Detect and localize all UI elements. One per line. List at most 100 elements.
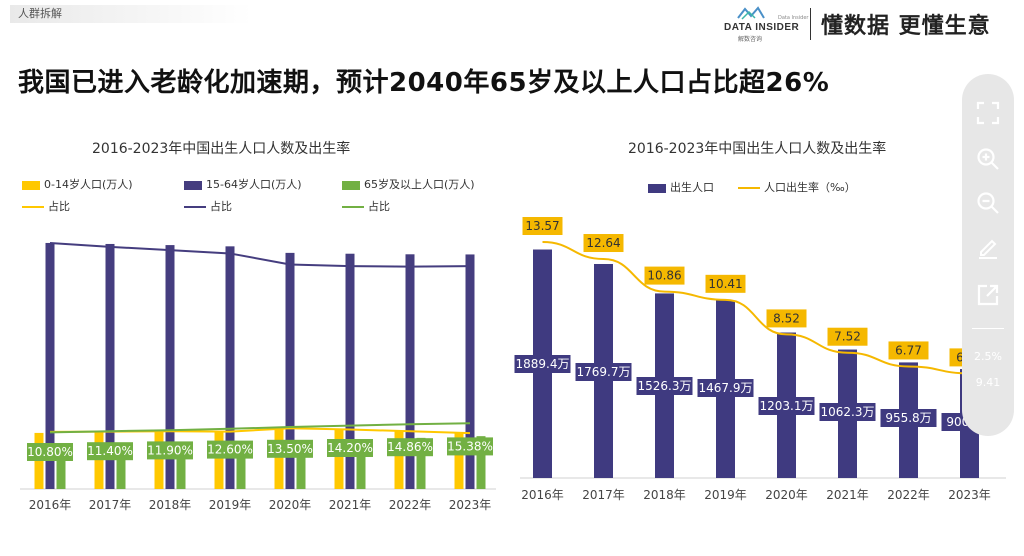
section-label: 人群拆解 <box>10 5 252 23</box>
brand-slogan: 懂数据 更懂生意 <box>821 14 991 39</box>
share-icon[interactable] <box>975 282 1001 308</box>
brand-logo-icon <box>737 6 765 20</box>
brand-name: DATA INSIDER <box>724 22 800 33</box>
bar-15-64 <box>165 245 175 489</box>
births-label: 1889.4万 <box>516 357 570 371</box>
legend-swatch <box>184 206 206 208</box>
bar-65plus <box>236 446 246 489</box>
ratio-label: 11.90% <box>147 443 193 457</box>
births-label-bg <box>758 397 815 415</box>
legend-item-15-64: 15-64岁人口(万人) <box>184 176 302 192</box>
left-legend: 0-14岁人口(万人) 15-64岁人口(万人) 65岁及以上人口(万人) 占比… <box>22 176 502 216</box>
rate-label-bg <box>888 341 929 360</box>
left-chart-title: 2016-2023年中国出生人口人数及出生率 <box>92 141 351 157</box>
ratio-label: 13.50% <box>267 442 313 456</box>
legend-item-0-14: 0-14岁人口(万人) <box>22 176 133 192</box>
rate-label: 12.64 <box>586 236 620 250</box>
page-headline: 我国已进入老龄化加速期，预计2040年65岁及以上人口占比超26% <box>18 68 830 98</box>
births-label: 1467.9万 <box>699 381 753 395</box>
births-label: 1769.7万 <box>577 365 631 379</box>
ratio-label-bg <box>387 438 433 457</box>
legend-swatch <box>184 180 202 190</box>
legend-label: 占比 <box>210 200 232 213</box>
zoom-in-icon[interactable] <box>975 146 1001 172</box>
right-chart: 2016年 2017年 2018年 2019年 2020年 2021年 2022年 2023年… <box>514 217 1006 502</box>
brand-divider <box>810 8 811 40</box>
rate-label: 13.57 <box>525 219 559 233</box>
births-label-bg <box>514 355 571 373</box>
bar-0-14 <box>394 430 404 489</box>
rate-label: 6.77 <box>895 343 922 357</box>
left-chart: 2016年 2017年 2018年 2019年 2020年 2021年 2022年 2023年… <box>20 242 496 512</box>
x-tick-label: 2018年 <box>149 498 192 512</box>
ratio-label-bg <box>87 442 133 461</box>
legend-swatch <box>342 206 364 208</box>
toolbar-ghost-value: 9.41 <box>975 376 1001 389</box>
bar-65plus <box>476 436 486 489</box>
toolbar-ghost-label: 2.5% <box>974 350 1002 363</box>
legend-label: 占比 <box>48 200 70 213</box>
bar-15-64 <box>405 254 415 489</box>
rate-label-bg <box>583 234 624 253</box>
ratio-label: 11.40% <box>87 444 133 458</box>
bar-65plus <box>116 450 126 489</box>
x-tick-label: 2021年 <box>826 488 869 502</box>
bar-15-64 <box>345 253 355 489</box>
ratio-label: 14.86% <box>387 440 433 454</box>
rate-label-bg <box>705 274 746 293</box>
rate-label: 10.41 <box>708 277 742 291</box>
bar-15-64 <box>45 242 55 489</box>
x-tick-label: 2018年 <box>643 488 686 502</box>
x-tick-label: 2021年 <box>329 498 372 512</box>
bar-65plus <box>56 452 66 489</box>
x-tick-label: 2019年 <box>704 488 747 502</box>
legend-swatch <box>738 187 760 189</box>
bar-0-14 <box>154 431 164 489</box>
bar-65plus <box>356 440 366 489</box>
legend-item-65plus: 65岁及以上人口(万人) <box>342 176 475 192</box>
birth-rate-line <box>542 241 990 377</box>
legend-item-ratio-15-64: 占比 <box>184 198 232 214</box>
legend-swatch <box>22 206 44 208</box>
ratio-line-65plus <box>49 422 471 434</box>
bar-0-14 <box>334 428 344 489</box>
births-label-bg <box>636 377 693 395</box>
births-label-bg <box>697 379 754 397</box>
x-tick-label: 2016年 <box>521 488 564 502</box>
legend-label: 出生人口 <box>670 181 714 194</box>
ratio-label-bg <box>447 437 493 456</box>
ratio-label-bg <box>207 440 253 459</box>
brand: Data Insider DATA INSIDER 解数咨询 懂数据 更懂生意 <box>724 6 1014 43</box>
births-label-bg <box>880 409 937 427</box>
legend-item-birth-rate: 人口出生率（‰） <box>738 179 856 195</box>
x-tick-label: 2019年 <box>209 498 252 512</box>
x-tick-label: 2020年 <box>765 488 808 502</box>
x-tick-label: 2023年 <box>449 498 492 512</box>
legend-label: 占比 <box>368 200 390 213</box>
legend-label: 人口出生率（‰） <box>764 181 856 194</box>
rate-label: 8.52 <box>773 311 800 325</box>
legend-label: 15-64岁人口(万人) <box>206 178 302 191</box>
rate-label-bg <box>827 327 868 346</box>
bar-65plus <box>176 448 186 489</box>
x-tick-label: 2020年 <box>269 498 312 512</box>
bar-0-14 <box>94 432 104 489</box>
bar-15-64 <box>285 252 295 489</box>
brand-sup: Data Insider <box>778 15 809 21</box>
bar-0-14 <box>214 431 224 489</box>
bar-15-64 <box>105 243 115 489</box>
births-label: 955.8万 <box>885 411 931 425</box>
ratio-label: 10.80% <box>27 445 73 459</box>
zoom-out-icon[interactable] <box>975 190 1001 216</box>
bar-0-14 <box>274 427 284 489</box>
brand-sub: 解数咨询 <box>738 36 763 43</box>
viewer-toolbar: 2.5% 9.41 <box>962 74 1014 436</box>
rate-label-bg <box>644 266 685 285</box>
legend-swatch <box>22 180 40 190</box>
fullscreen-icon[interactable] <box>975 100 1001 126</box>
births-label: 1526.3万 <box>638 379 692 393</box>
legend-label: 65岁及以上人口(万人) <box>364 178 475 191</box>
ratio-label-bg <box>27 443 73 461</box>
toolbar-divider <box>972 328 1004 329</box>
pencil-icon[interactable] <box>975 234 1001 260</box>
